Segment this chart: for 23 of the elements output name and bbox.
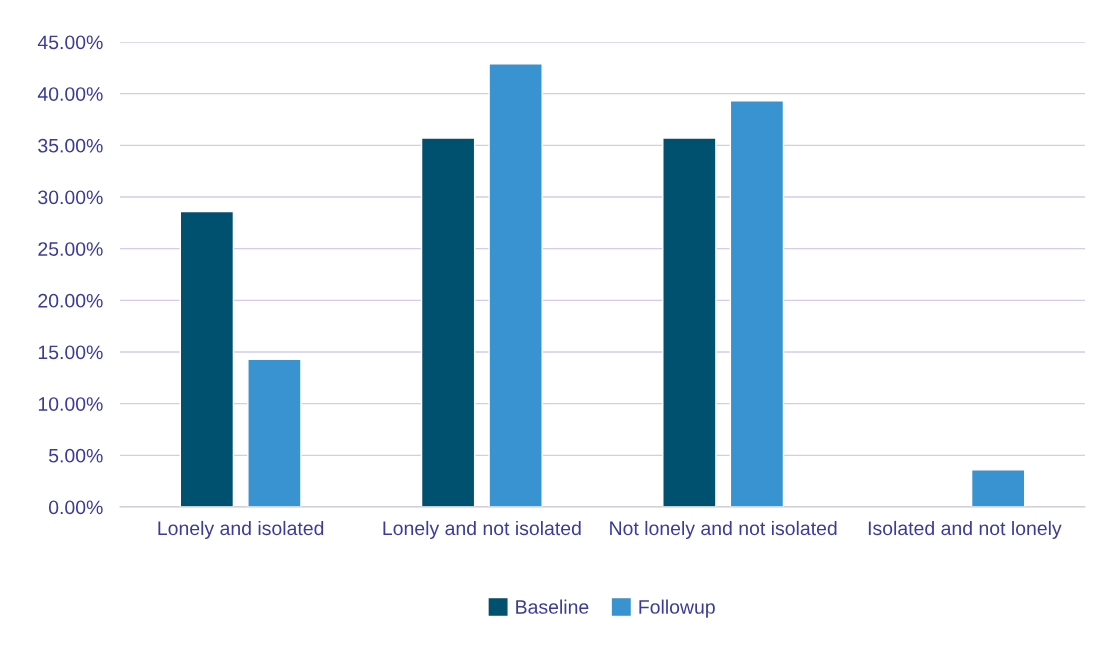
bar <box>729 100 785 507</box>
bar <box>488 63 543 507</box>
y-tick-label: 35.00% <box>38 138 103 153</box>
y-tick-label: 30.00% <box>38 190 103 205</box>
y-tick-label: 25.00% <box>38 242 103 256</box>
bar <box>420 137 476 507</box>
x-tick-label: Lonely and isolated <box>158 520 324 540</box>
y-tick-label: 45.00% <box>37 35 103 50</box>
bar <box>247 358 302 507</box>
y-tick-label: 5.00% <box>48 448 103 463</box>
x-tick-label: Not lonely and not isolated <box>610 520 837 540</box>
y-tick-label: 20.00% <box>38 293 103 308</box>
bar <box>179 210 235 507</box>
legend-label: Baseline <box>516 599 589 614</box>
y-tick-label: 10.00% <box>38 397 103 411</box>
bar <box>970 469 1026 507</box>
y-tick-label: 15.00% <box>38 345 103 360</box>
x-tick-label: Lonely and not isolated <box>383 520 581 540</box>
bar <box>662 137 717 507</box>
x-tick-label: Isolated and not lonely <box>868 520 1062 540</box>
y-tick-label: 40.00% <box>37 87 103 101</box>
y-tick-label: 0.00% <box>48 500 103 515</box>
legend-label: Followup <box>639 599 715 618</box>
